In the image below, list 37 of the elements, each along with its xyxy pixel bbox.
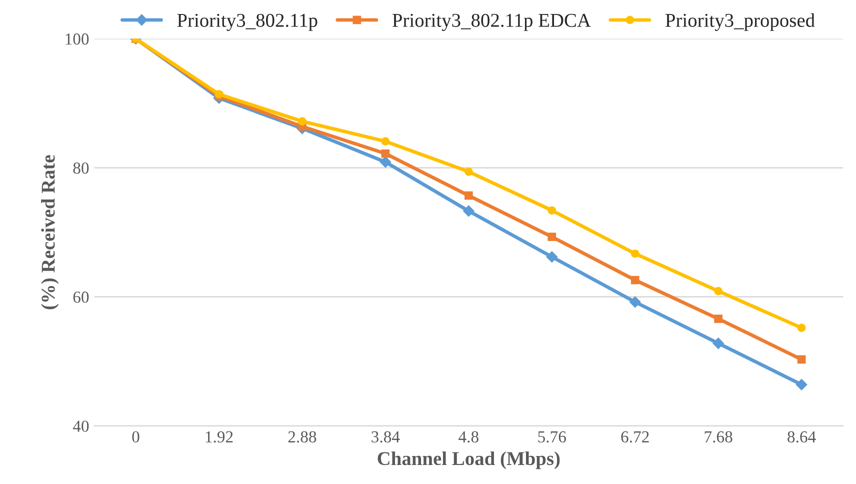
point (629, 296, 641, 308)
point (714, 314, 722, 323)
point (381, 149, 390, 158)
x-axis-title: Channel Load (Mbps) (378, 451, 560, 470)
x-tick-label: 0 (132, 431, 140, 443)
point (464, 167, 473, 176)
point (797, 355, 806, 364)
point (714, 286, 722, 296)
y-tick-label: 40 (72, 420, 89, 432)
x-tick-label: 7.68 (704, 431, 732, 443)
point (462, 205, 475, 217)
point (546, 250, 558, 263)
x-tick-label: 4.8 (458, 431, 478, 443)
y-tick-label: 80 (73, 162, 89, 174)
legend-label: Priority3_proposed (665, 13, 815, 31)
x-tick-label: 1.92 (206, 431, 233, 443)
point (298, 117, 306, 126)
point (630, 249, 640, 258)
point (381, 137, 390, 146)
point (796, 378, 808, 391)
y-tick-label: 100 (66, 33, 89, 45)
point (630, 276, 640, 284)
x-tick-label: 3.84 (372, 431, 400, 443)
point (548, 206, 556, 215)
x-tick-label: 6.72 (621, 431, 649, 443)
y-axis-title: (%) Received Rate (41, 155, 59, 310)
point (797, 324, 806, 332)
point (712, 337, 724, 350)
point (548, 232, 556, 242)
x-tick-label: 8.64 (788, 431, 816, 443)
y-tick-label: 60 (73, 292, 89, 303)
point (464, 191, 473, 200)
point (380, 156, 392, 168)
x-tick-label: 2.88 (288, 431, 316, 443)
legend-label: Priority3_802.11p (177, 14, 318, 31)
legend-label: Priority3_802.11p EDCA (392, 14, 591, 31)
x-tick-label: 5.76 (538, 431, 566, 443)
